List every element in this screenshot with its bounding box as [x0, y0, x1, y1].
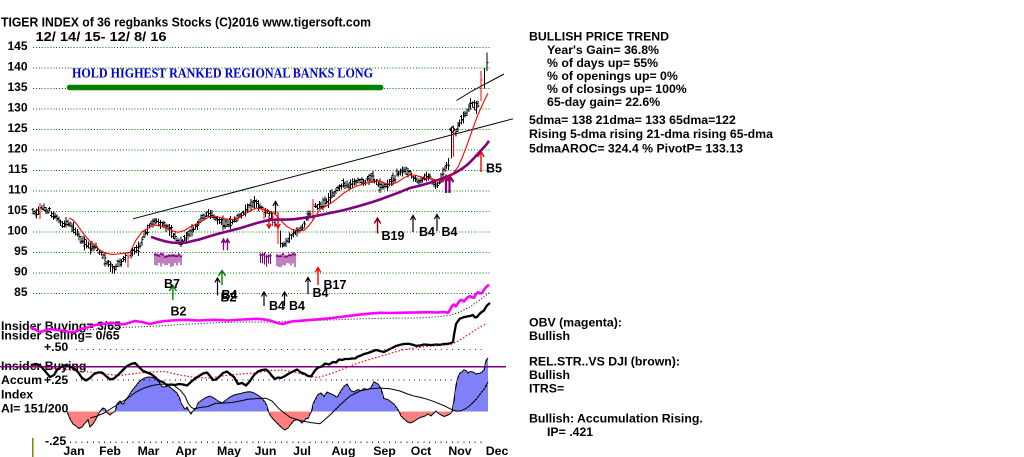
svg-text:ITRS=: ITRS=: [529, 382, 564, 396]
svg-text:100: 100: [7, 224, 27, 238]
svg-text:Apr: Apr: [175, 444, 196, 457]
svg-text:12/ 14/ 15- 12/ 8/ 16: 12/ 14/ 15- 12/ 8/ 16: [36, 30, 167, 44]
svg-text:B7: B7: [164, 277, 180, 291]
svg-text:B4: B4: [442, 225, 458, 239]
svg-text:HOLD HIGHEST RANKED REGIONAL B: HOLD HIGHEST RANKED REGIONAL BANKS LONG: [72, 67, 373, 82]
svg-text:BULLISH PRICE TREND: BULLISH PRICE TREND: [529, 30, 669, 44]
svg-text:140: 140: [7, 60, 27, 74]
svg-text:% of openings up= 0%: % of openings up= 0%: [547, 69, 678, 83]
svg-text:Accum: Accum: [1, 373, 42, 387]
svg-text:% of days up= 55%: % of days up= 55%: [547, 56, 658, 70]
svg-text:Jun: Jun: [255, 444, 277, 457]
svg-text:REL.STR..VS DJI (brown):: REL.STR..VS DJI (brown):: [529, 355, 680, 369]
svg-text:Sep: Sep: [373, 444, 396, 457]
svg-text:AI= 151/200: AI= 151/200: [1, 402, 69, 416]
svg-text:Feb: Feb: [99, 444, 121, 457]
svg-text:5dma= 138 21dma= 133 65dma=122: 5dma= 138 21dma= 133 65dma=122: [529, 113, 736, 127]
svg-text:B5: B5: [486, 162, 502, 176]
svg-text:OBV (magenta):: OBV (magenta):: [529, 316, 622, 330]
svg-text:Jul: Jul: [293, 444, 311, 457]
svg-text:Nov: Nov: [448, 444, 471, 457]
svg-text:TIGER INDEX of 36 regbanks St: TIGER INDEX of 36 regbanks Stocks (C)201…: [1, 16, 371, 30]
svg-text:Bullish: Bullish: [529, 329, 570, 343]
svg-text:B4: B4: [313, 286, 329, 300]
svg-text:Mar: Mar: [138, 444, 160, 457]
svg-text:65-day gain= 22.6%: 65-day gain= 22.6%: [547, 95, 660, 109]
svg-text:Insider Buying= 3/65: Insider Buying= 3/65: [1, 319, 121, 333]
svg-text:Index: Index: [1, 388, 33, 402]
svg-text:125: 125: [7, 121, 27, 135]
svg-text:130: 130: [7, 101, 27, 115]
svg-text:105: 105: [7, 203, 27, 217]
svg-text:Jan: Jan: [63, 444, 84, 457]
svg-text:% of closings up= 100%: % of closings up= 100%: [547, 82, 687, 96]
svg-text:Dec: Dec: [486, 444, 509, 457]
svg-text:B19: B19: [382, 229, 405, 243]
svg-text:90: 90: [14, 265, 28, 279]
svg-text:120: 120: [7, 142, 27, 156]
svg-text:Insider Selling= 0/65: Insider Selling= 0/65: [1, 329, 120, 343]
svg-text:110: 110: [8, 183, 28, 197]
svg-text:IP= .421: IP= .421: [547, 425, 593, 439]
svg-text:115: 115: [8, 162, 28, 176]
svg-text:B4: B4: [222, 288, 238, 302]
svg-text:135: 135: [7, 80, 27, 94]
svg-text:95: 95: [14, 244, 28, 258]
svg-text:Oct: Oct: [411, 444, 432, 457]
svg-text:Bullish: Accumulation Rising.: Bullish: Accumulation Rising.: [529, 412, 703, 426]
svg-text:-.25: -.25: [45, 434, 66, 448]
svg-text:B17: B17: [324, 278, 347, 292]
svg-text:B4: B4: [289, 299, 305, 313]
svg-text:Insider Buying: Insider Buying: [1, 359, 86, 373]
svg-text:B2: B2: [221, 291, 237, 305]
svg-text:Aug: Aug: [332, 444, 356, 457]
svg-text:Rising 5-dma rising 21-dma r: Rising 5-dma rising 21-dma rising 65-dma: [529, 127, 773, 141]
svg-text:B2: B2: [171, 305, 187, 319]
svg-text:+.50: +.50: [44, 340, 68, 354]
svg-text:Bullish: Bullish: [529, 368, 570, 382]
svg-text:B4: B4: [269, 299, 285, 313]
svg-text:May: May: [217, 444, 241, 457]
svg-text:5dmaAROC= 324.4 % PivotP= 133: 5dmaAROC= 324.4 % PivotP= 133.13: [529, 142, 743, 156]
svg-text:85: 85: [14, 285, 28, 299]
svg-text:Year's Gain= 36.8%: Year's Gain= 36.8%: [547, 43, 659, 57]
svg-text:145: 145: [7, 39, 27, 53]
svg-text:B4: B4: [419, 225, 435, 239]
